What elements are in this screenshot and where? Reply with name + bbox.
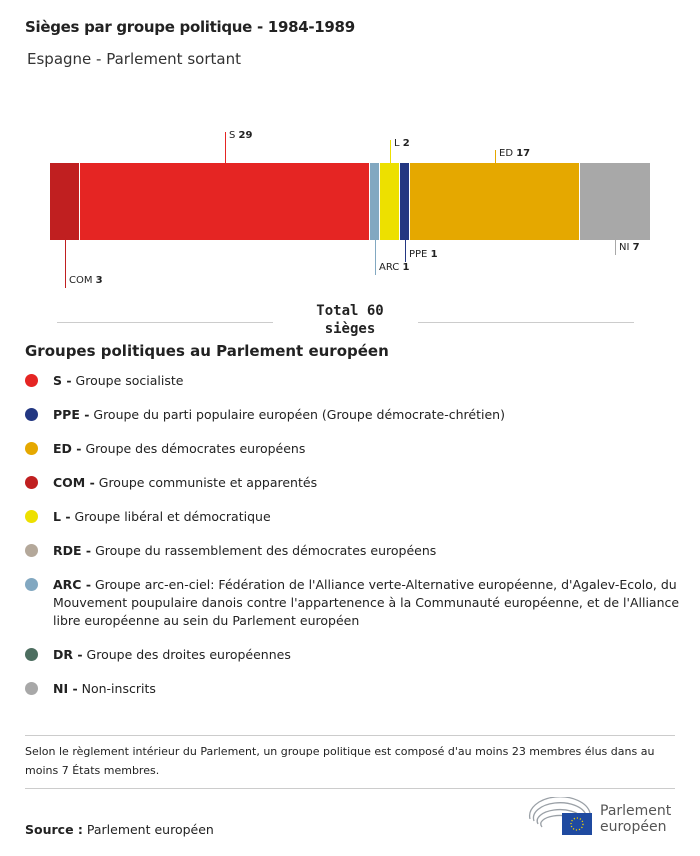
legend-abbr: COM - [53,475,95,490]
chart-subtitle: Espagne - Parlement sortant [27,50,241,68]
chart-title: Sièges par groupe politique - 1984-1989 [25,18,355,36]
divider-right [418,322,634,323]
label-name: NI [619,242,630,253]
legend-text: Groupe des droites européennes [82,647,291,662]
legend-item-ppe: PPE - Groupe du parti populaire européen… [25,406,680,424]
legend-item-ni: NI - Non-inscrits [25,680,680,698]
divider [25,735,675,736]
bar-segment-ppe [400,163,409,240]
bar-segment-com [50,163,79,240]
legend-item-rde: RDE - Groupe du rassemblement des démocr… [25,542,680,560]
total-label: Total 60 sièges [300,302,400,338]
legend-swatch [25,374,38,387]
total-unit: sièges [324,321,376,337]
label-name: L [394,138,400,149]
bar-segment-l [380,163,399,240]
leader-line-ed [495,150,496,163]
legend-text: Non-inscrits [77,681,156,696]
bar-segment-ni [580,163,650,240]
legend-item-ed: ED - Groupe des démocrates européens [25,440,680,458]
label-l: L 2 [394,138,410,149]
label-ni: NI 7 [619,242,640,253]
leader-line-ni [615,240,616,255]
legend-abbr: RDE - [53,543,92,558]
leader-line-ppe [405,240,406,262]
leader-line-arc [375,240,376,275]
legend-swatch [25,648,38,661]
legend-text: Groupe communiste et apparentés [94,475,318,490]
legend-abbr: S - [53,373,72,388]
legend-swatch [25,476,38,489]
legend-text: Groupe des démocrates européens [81,441,306,456]
total-value: Total 60 [316,303,384,319]
legend-text: Groupe du parti populaire européen (Grou… [89,407,505,422]
label-ppe: PPE 1 [409,249,438,260]
label-value: 7 [632,242,640,253]
leader-line-s [225,132,226,163]
legend-item-arc: ARC - Groupe arc-en-ciel: Fédération de … [25,576,680,630]
label-value: 1 [430,249,438,260]
legend-abbr: ED - [53,441,82,456]
label-name: ARC [379,262,400,273]
legend-swatch [25,408,38,421]
legend-item-com: COM - Groupe communiste et apparentés [25,474,680,492]
source-label: Source : [25,822,83,837]
hemicycle-logo-icon [528,796,592,835]
divider [25,788,675,789]
label-name: COM [69,275,93,286]
source: Source : Parlement européen [25,822,214,837]
legend-abbr: L - [53,509,71,524]
label-ed: ED 17 [499,148,530,159]
legend-swatch [25,510,38,523]
label-value: 29 [238,130,253,141]
label-name: S [229,130,236,141]
label-name: PPE [409,249,428,260]
legend-item-dr: DR - Groupe des droites européennes [25,646,680,664]
legend-abbr: PPE - [53,407,90,422]
divider-left [57,322,273,323]
leader-line-com [65,240,66,288]
bar-segment-arc [370,163,379,240]
legend-abbr: DR - [53,647,83,662]
label-value: 3 [95,275,103,286]
legend-swatch [25,544,38,557]
legend-text: Groupe socialiste [71,373,184,388]
legend-title: Groupes politiques au Parlement européen [25,342,389,360]
legend-item-s: S - Groupe socialiste [25,372,680,390]
legend-item-l: L - Groupe libéral et démocratique [25,508,680,526]
label-arc: ARC 1 [379,262,409,273]
logo-text: Parlement européen [600,803,672,835]
label-value: 1 [402,262,410,273]
ep-logo: Parlement européen [528,796,678,837]
bar-segment-ed [410,163,579,240]
leader-line-l [390,140,391,163]
legend-swatch [25,578,38,591]
legend-swatch [25,442,38,455]
legend-swatch [25,682,38,695]
label-s: S 29 [229,130,252,141]
legend-abbr: NI - [53,681,78,696]
footnote: Selon le règlement intérieur du Parlemen… [25,745,655,777]
label-name: ED [499,148,514,159]
bar-segment-s [80,163,369,240]
label-value: 17 [516,148,531,159]
legend-text: Groupe du rassemblement des démocrates e… [91,543,437,558]
legend-text: Groupe libéral et démocratique [70,509,271,524]
legend-text: Groupe arc-en-ciel: Fédération de l'Alli… [53,577,680,628]
label-com: COM 3 [69,275,103,286]
label-value: 2 [402,138,410,149]
legend-abbr: ARC - [53,577,92,592]
source-value: Parlement européen [82,822,214,837]
